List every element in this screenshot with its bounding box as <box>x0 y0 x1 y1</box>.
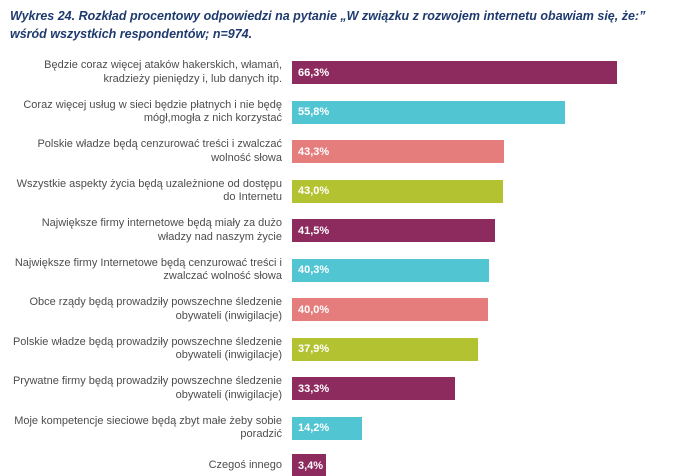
chart-row: Największe firmy internetowe będą miały … <box>10 217 691 245</box>
bar-value-label: 43,3% <box>298 145 330 158</box>
bar-track: 41,5% <box>292 219 691 243</box>
bar-track: 37,9% <box>292 337 691 361</box>
bar-segment: 40,3% <box>292 258 489 282</box>
chart-row: Prywatne firmy będą prowadziły powszechn… <box>10 375 691 403</box>
bar-category-label: Wszystkie aspekty życia będą uzależnione… <box>16 177 282 204</box>
bar-segment: 43,3% <box>292 140 504 164</box>
bar-segment: 66,3% <box>292 61 617 85</box>
bar-value-label: 14,2% <box>298 422 330 435</box>
bar-category-label: Moje kompetencje sieciowe będą zbyt małe… <box>14 414 282 441</box>
bar-segment: 3,4% <box>292 454 326 476</box>
bar-category-label: Polskie władze będą prowadziły powszechn… <box>12 335 282 362</box>
bar-value-label: 37,9% <box>298 343 330 356</box>
bar-value-label: 66,3% <box>298 66 330 79</box>
chart-row: Polskie władze będą cenzurować treści i … <box>10 138 691 166</box>
chart-row: Będzie coraz więcej ataków hakerskich, w… <box>10 59 691 87</box>
chart-title: Wykres 24. Rozkład procentowy odpowiedzi… <box>10 9 646 41</box>
bar-track: 40,0% <box>292 298 691 322</box>
bar-value-label: 3,4% <box>298 459 324 472</box>
bar-chart: Będzie coraz więcej ataków hakerskich, w… <box>10 59 691 476</box>
bar-segment: 14,2% <box>292 416 362 440</box>
bar-value-label: 55,8% <box>298 106 330 119</box>
chart-row: Czegoś innego 3,4% <box>10 454 691 476</box>
bar-value-label: 43,0% <box>298 185 330 198</box>
bar-segment: 33,3% <box>292 377 455 401</box>
bar-track: 43,3% <box>292 140 691 164</box>
chart-row: Wszystkie aspekty życia będą uzależnione… <box>10 178 691 206</box>
bar-value-label: 41,5% <box>298 224 330 237</box>
bar-segment: 41,5% <box>292 219 495 243</box>
bar-category-label: Coraz więcej usług w sieci będzie płatny… <box>23 98 282 125</box>
bar-category-label: Polskie władze będą cenzurować treści i … <box>37 138 282 164</box>
bar-track: 3,4% <box>292 454 691 476</box>
bar-category-label: Prywatne firmy będą prowadziły powszechn… <box>12 375 282 401</box>
bar-segment: 40,0% <box>292 298 488 322</box>
chart-row: Obce rządy będą prowadziły powszechne śl… <box>10 296 691 324</box>
bar-track: 43,0% <box>292 179 691 203</box>
bar-value-label: 33,3% <box>298 382 330 395</box>
chart-row: Moje kompetencje sieciowe będą zbyt małe… <box>10 415 691 443</box>
bar-track: 66,3% <box>292 61 691 85</box>
chart-row: Coraz więcej usług w sieci będzie płatny… <box>10 99 691 127</box>
bar-category-label: Obce rządy będą prowadziły powszechne śl… <box>29 296 282 322</box>
bar-value-label: 40,3% <box>298 264 330 277</box>
bar-segment: 55,8% <box>292 100 565 124</box>
bar-category-label: Największe firmy Internetowe będą cenzur… <box>14 256 282 283</box>
bar-segment: 43,0% <box>292 179 503 203</box>
bar-category-label: Największe firmy internetowe będą miały … <box>41 217 282 243</box>
bar-track: 40,3% <box>292 258 691 282</box>
bar-value-label: 40,0% <box>298 303 330 316</box>
bar-track: 55,8% <box>292 100 691 124</box>
bar-segment: 37,9% <box>292 337 478 361</box>
chart-row: Polskie władze będą prowadziły powszechn… <box>10 336 691 364</box>
chart-row: Największe firmy Internetowe będą cenzur… <box>10 257 691 285</box>
bar-track: 33,3% <box>292 377 691 401</box>
bar-category-label: Czegoś innego <box>208 458 282 471</box>
bar-category-label: Będzie coraz więcej ataków hakerskich, w… <box>44 59 282 85</box>
bar-track: 14,2% <box>292 416 691 440</box>
